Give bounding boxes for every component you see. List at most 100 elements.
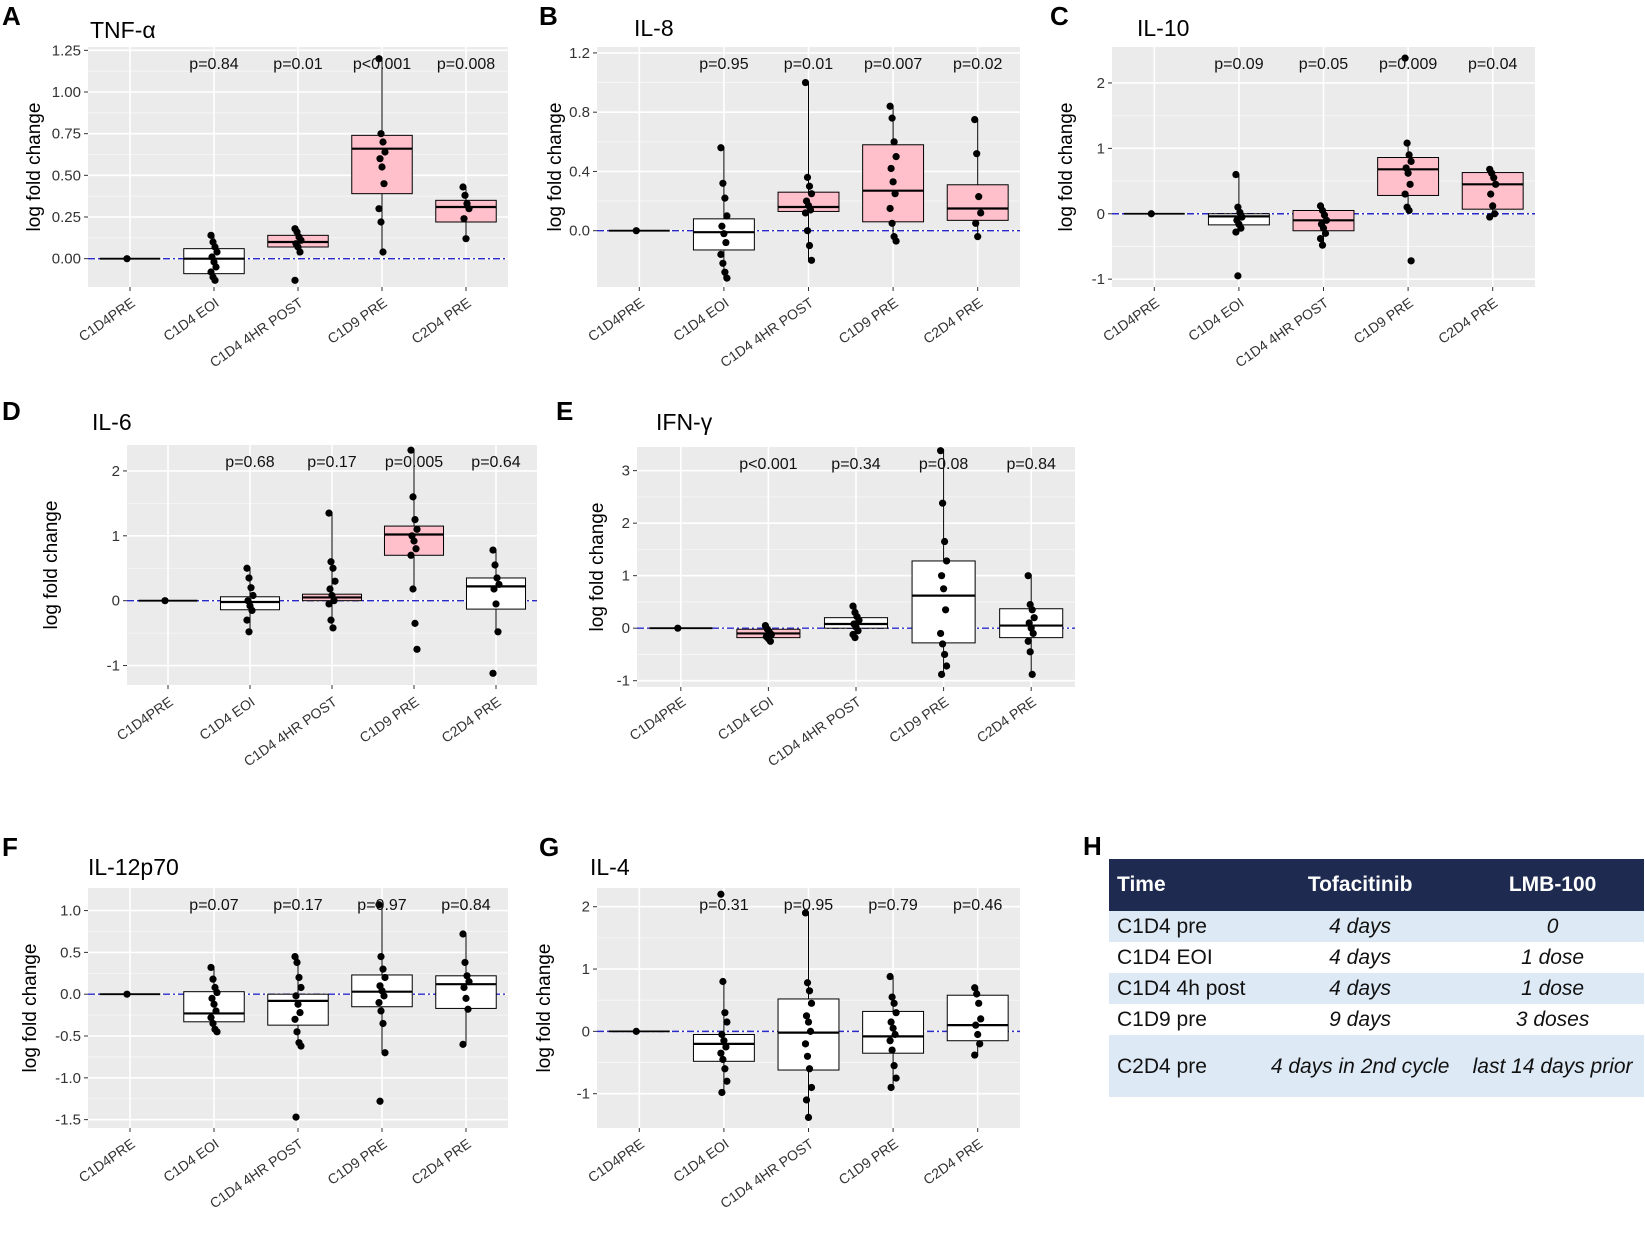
data-point [807, 190, 816, 198]
table-header-row: Time Tofacitinib LMB-100 [1109, 859, 1644, 911]
p-value-label: p=0.95 [784, 897, 833, 914]
data-point [379, 138, 387, 146]
p-value-label: p=0.07 [189, 897, 238, 914]
box-c1d4pre [138, 597, 198, 605]
data-point [1029, 629, 1037, 638]
data-point [1321, 229, 1330, 237]
data-point [888, 993, 896, 1001]
y-tick-label: -0.5 [55, 1028, 81, 1045]
table-cell-time: C1D9 pre [1109, 1004, 1260, 1035]
table-cell-lmb100: 1 dose [1461, 973, 1644, 1004]
data-point [720, 230, 728, 238]
data-point [719, 179, 727, 187]
data-point [801, 909, 810, 917]
data-point [722, 238, 730, 247]
data-point [326, 585, 334, 593]
data-point [460, 983, 468, 992]
y-tick-label: 1.00 [52, 84, 81, 101]
data-point [291, 276, 299, 284]
table-cell-tofacitinib: 4 days [1259, 973, 1462, 1004]
box-c1d4-eoi [1207, 170, 1270, 280]
data-point [723, 1018, 731, 1026]
table-cell-time: C2D4 pre [1109, 1035, 1260, 1097]
x-tick-label: C1D4PRE [76, 1135, 138, 1185]
data-point [1404, 169, 1412, 177]
data-point [939, 640, 947, 648]
data-point [719, 977, 727, 986]
data-point [888, 114, 896, 122]
box-c1d4-eoi [183, 963, 245, 1036]
data-point [490, 585, 498, 593]
data-point [941, 650, 949, 659]
x-tick-label: C1D9 PRE [836, 294, 901, 346]
x-tick-label: C1D4PRE [1100, 294, 1162, 344]
data-point [891, 1030, 899, 1039]
data-point [971, 1051, 979, 1059]
data-point [1490, 174, 1498, 182]
data-point [1024, 637, 1032, 645]
y-tick-label: -1 [1092, 271, 1105, 288]
data-point [296, 248, 304, 256]
data-point [717, 144, 725, 152]
data-point [243, 616, 251, 624]
y-tick-label: 1 [1097, 140, 1105, 157]
p-value-label: p=0.79 [868, 897, 917, 914]
data-point [1407, 257, 1415, 265]
y-tick-label: 1 [622, 568, 630, 585]
data-point [974, 1030, 982, 1039]
data-point [888, 1046, 896, 1054]
table-header-lmb100: LMB-100 [1461, 859, 1644, 911]
table-header-time: Time [1109, 859, 1260, 911]
data-point [249, 591, 257, 600]
data-point [409, 493, 417, 501]
data-point [213, 1028, 221, 1036]
data-point [248, 606, 256, 615]
data-point [972, 1021, 980, 1029]
data-point [379, 1019, 387, 1028]
data-point [297, 1042, 305, 1050]
data-point [805, 241, 814, 250]
table-cell-tofacitinib: 4 days [1259, 942, 1462, 973]
table-cell-tofacitinib: 4 days [1259, 911, 1462, 942]
x-tick-label: C1D9 PRE [886, 693, 951, 745]
box-c1d9-pre [351, 901, 413, 1105]
table-cell-time: C1D4 4h post [1109, 973, 1260, 1004]
x-tick-label: C1D9 PRE [356, 693, 421, 745]
data-point [459, 930, 467, 938]
data-point [892, 237, 900, 245]
data-point [941, 537, 949, 546]
y-tick-label: 0.00 [52, 251, 81, 268]
data-point [463, 972, 471, 980]
data-point [943, 557, 951, 565]
data-point [807, 256, 816, 264]
data-point [1405, 151, 1413, 159]
data-point [297, 983, 305, 992]
data-point [892, 1074, 900, 1082]
panel-letter: E [556, 396, 573, 426]
y-tick-label: -1.0 [55, 1070, 81, 1087]
data-point [292, 992, 300, 1000]
data-point [379, 965, 387, 973]
box-c1d4-4hr-post [267, 952, 329, 1121]
table-cell-tofacitinib: 9 days [1259, 1004, 1462, 1035]
data-point [1407, 157, 1415, 166]
data-point [973, 990, 981, 998]
box-c1d4pre [1123, 210, 1185, 218]
x-tick-label: C2D4 PRE [438, 693, 503, 745]
data-point [972, 219, 980, 227]
p-value-label: p=0.17 [273, 897, 322, 914]
data-point [849, 602, 857, 610]
data-point [804, 1113, 813, 1122]
data-point [892, 153, 900, 161]
box-c1d4pre [608, 1027, 670, 1035]
p-value-label: p=0.97 [357, 897, 406, 914]
data-point [942, 606, 950, 614]
data-point [890, 138, 898, 146]
data-point [890, 999, 898, 1007]
data-point [207, 231, 215, 239]
data-point [462, 994, 470, 1002]
y-tick-label: 0 [112, 593, 120, 610]
data-point [465, 205, 473, 213]
data-point [411, 515, 419, 524]
data-point [805, 182, 814, 190]
